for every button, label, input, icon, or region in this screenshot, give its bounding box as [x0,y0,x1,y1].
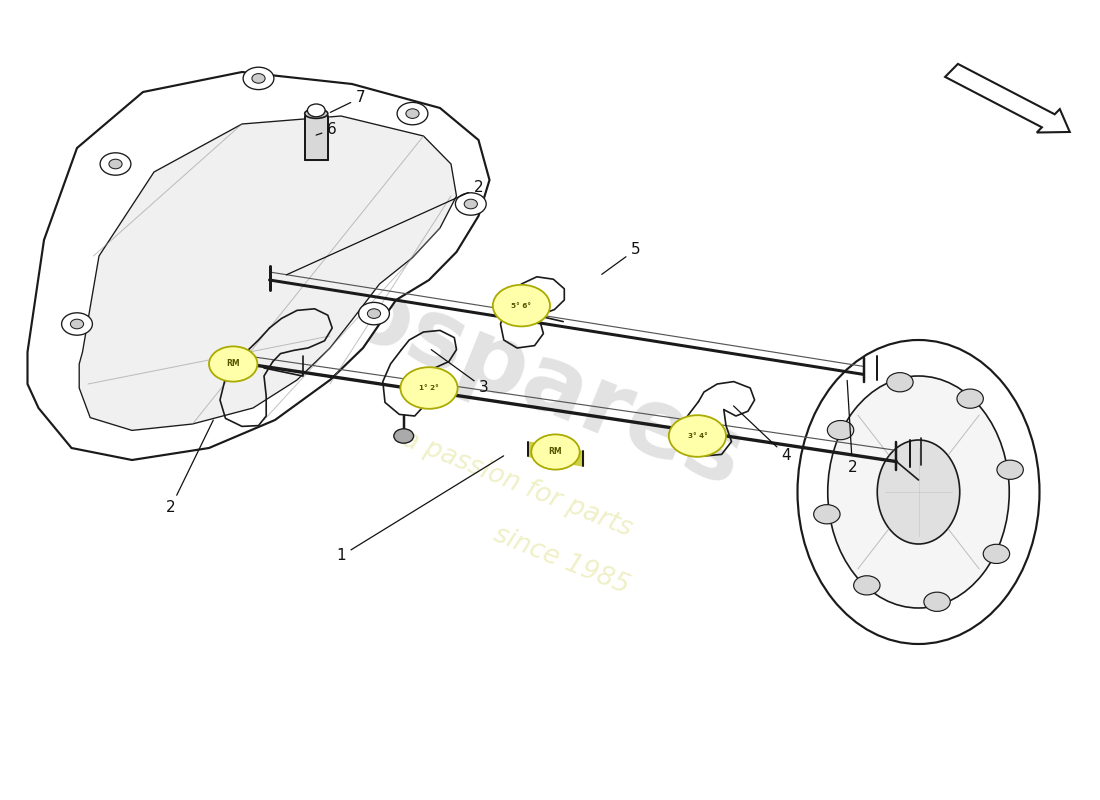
Circle shape [70,319,84,329]
Ellipse shape [798,340,1040,644]
Polygon shape [28,72,490,460]
Text: 6: 6 [316,122,337,137]
Circle shape [243,67,274,90]
Circle shape [983,544,1010,563]
Text: 2: 2 [847,380,857,475]
Text: since 1985: since 1985 [490,521,632,599]
Circle shape [924,592,950,611]
Circle shape [359,302,389,325]
Circle shape [854,576,880,595]
Circle shape [209,346,257,382]
Circle shape [100,153,131,175]
Text: a passion for parts: a passion for parts [398,426,636,542]
Circle shape [493,285,550,326]
Ellipse shape [305,109,328,118]
Text: 4: 4 [734,406,791,463]
Ellipse shape [878,440,959,544]
Circle shape [252,74,265,83]
Circle shape [997,460,1023,479]
Circle shape [464,199,477,209]
Text: RM: RM [549,447,562,457]
Circle shape [887,373,913,392]
Circle shape [109,159,122,169]
Text: 3: 3 [431,350,488,395]
Circle shape [827,421,854,440]
Circle shape [957,389,983,408]
Circle shape [367,309,381,318]
Circle shape [669,415,726,457]
Circle shape [531,434,580,470]
Circle shape [394,429,414,443]
Text: 2: 2 [166,420,213,515]
Text: eurospares: eurospares [168,198,756,506]
Ellipse shape [827,376,1010,608]
Text: RM: RM [227,359,240,369]
Polygon shape [79,116,456,430]
Circle shape [406,109,419,118]
Text: 5: 5 [602,242,640,274]
Circle shape [62,313,92,335]
Text: 2: 2 [286,181,483,275]
Circle shape [455,193,486,215]
Text: 1: 1 [337,456,504,563]
Circle shape [397,102,428,125]
Circle shape [814,505,840,524]
Text: 1° 2°: 1° 2° [419,385,439,391]
FancyArrow shape [945,64,1070,133]
Circle shape [307,104,326,117]
Text: 7: 7 [330,90,365,112]
Text: 5° 6°: 5° 6° [512,302,531,309]
Text: 3° 4°: 3° 4° [688,433,707,439]
Circle shape [400,367,458,409]
